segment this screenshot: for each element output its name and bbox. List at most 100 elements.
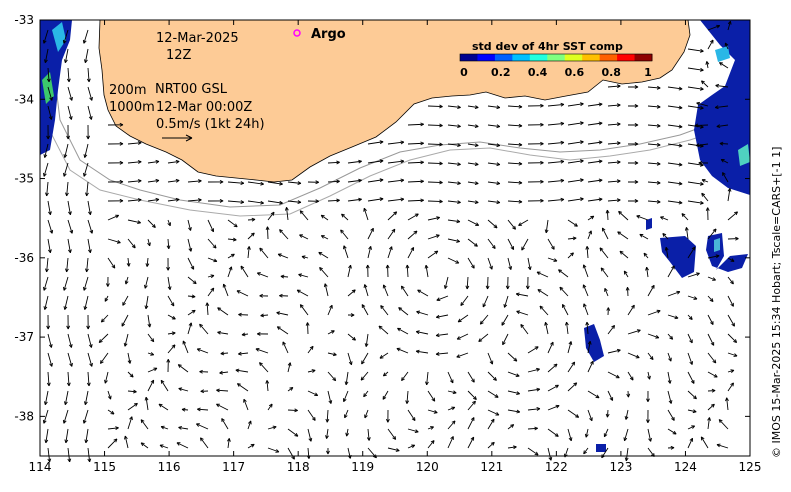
current-arrow	[347, 197, 362, 202]
current-arrow	[636, 215, 649, 221]
current-arrow	[600, 267, 609, 278]
current-arrow	[160, 379, 169, 392]
current-arrow	[623, 428, 629, 442]
current-arrow	[547, 159, 565, 164]
current-arrow	[487, 219, 498, 229]
current-arrow	[167, 331, 176, 336]
current-arrow	[387, 197, 405, 202]
current-arrow	[647, 142, 661, 147]
current-arrow	[147, 352, 155, 356]
current-arrow	[187, 294, 196, 299]
current-arrow	[199, 323, 209, 335]
colorbar-swatch	[547, 54, 566, 61]
current-arrow	[525, 276, 530, 290]
current-arrow	[87, 105, 93, 120]
y-tick-label: -36	[14, 251, 34, 265]
current-arrow	[727, 20, 732, 31]
current-arrow	[567, 382, 578, 392]
current-arrow	[507, 371, 520, 377]
current-arrow	[66, 371, 71, 387]
current-arrow	[267, 403, 273, 411]
current-arrow	[235, 368, 249, 373]
current-arrow	[647, 309, 661, 316]
current-arrow	[727, 352, 738, 357]
current-arrow	[66, 67, 71, 83]
current-arrow	[687, 314, 693, 320]
current-arrow	[296, 289, 309, 297]
sst-patch-east-cyan	[715, 46, 730, 62]
current-arrow	[487, 181, 501, 186]
current-arrow	[607, 103, 621, 108]
current-arrow	[718, 419, 729, 430]
current-arrow	[695, 143, 709, 148]
current-arrow	[607, 198, 621, 203]
current-arrow	[167, 159, 180, 164]
current-arrow	[62, 29, 69, 44]
current-arrow	[425, 371, 429, 386]
current-arrow	[623, 270, 629, 278]
x-tick-label: 123	[609, 460, 632, 474]
current-arrow	[87, 333, 93, 348]
colorbar-tick-label: 0.2	[491, 66, 511, 79]
colorbar-swatches	[460, 54, 653, 61]
sst-stddev-patches	[40, 20, 750, 452]
current-arrow	[727, 333, 738, 343]
current-arrow	[182, 340, 189, 354]
current-arrow	[605, 409, 610, 418]
current-arrow	[227, 219, 238, 228]
current-arrow	[567, 252, 574, 259]
current-arrow	[707, 314, 714, 325]
current-arrow	[259, 293, 269, 298]
current-arrow	[219, 370, 229, 375]
x-tick-label: 116	[158, 460, 181, 474]
current-arrow	[587, 178, 603, 183]
current-arrow	[607, 324, 616, 335]
current-arrow	[343, 245, 349, 259]
current-arrow	[407, 179, 424, 184]
current-arrow	[487, 418, 495, 430]
current-arrow	[63, 143, 69, 158]
current-arrow	[66, 124, 71, 140]
current-arrow	[527, 407, 541, 411]
current-arrow	[107, 257, 116, 269]
current-arrow	[401, 371, 409, 382]
current-arrow	[582, 284, 589, 297]
current-arrow	[607, 390, 614, 401]
current-arrow	[447, 257, 460, 264]
current-arrow	[407, 198, 424, 203]
current-arrow	[65, 181, 69, 197]
current-arrow	[124, 276, 129, 285]
current-arrow	[247, 232, 255, 240]
current-arrow	[238, 312, 249, 317]
current-arrow	[707, 352, 717, 364]
current-arrow	[687, 437, 694, 449]
current-arrow	[605, 209, 610, 221]
current-arrow	[177, 364, 189, 373]
current-arrow	[447, 390, 457, 395]
current-arrow	[625, 287, 630, 297]
current-arrow	[537, 289, 549, 297]
current-arrow	[187, 238, 193, 252]
current-arrow	[299, 234, 309, 240]
current-arrow	[265, 380, 270, 392]
current-arrow	[140, 419, 149, 430]
current-arrow	[405, 264, 410, 278]
colorbar-ticks: 0 0.2 0.4 0.6 0.8 1	[460, 66, 652, 79]
current-arrow	[86, 67, 91, 83]
current-arrow	[667, 445, 675, 450]
current-arrow	[416, 310, 429, 316]
current-arrow	[667, 390, 673, 404]
current-arrow	[259, 247, 269, 259]
current-arrow	[144, 276, 149, 289]
current-arrow	[405, 390, 410, 404]
current-arrow	[536, 271, 549, 278]
current-arrow	[707, 417, 712, 430]
current-arrow	[435, 333, 449, 338]
current-arrow	[687, 86, 704, 91]
current-arrow	[627, 123, 639, 127]
current-arrow	[727, 236, 739, 241]
current-arrow	[687, 181, 704, 186]
current-arrow	[427, 216, 441, 221]
current-arrow	[299, 304, 309, 316]
current-arrow	[727, 369, 735, 373]
